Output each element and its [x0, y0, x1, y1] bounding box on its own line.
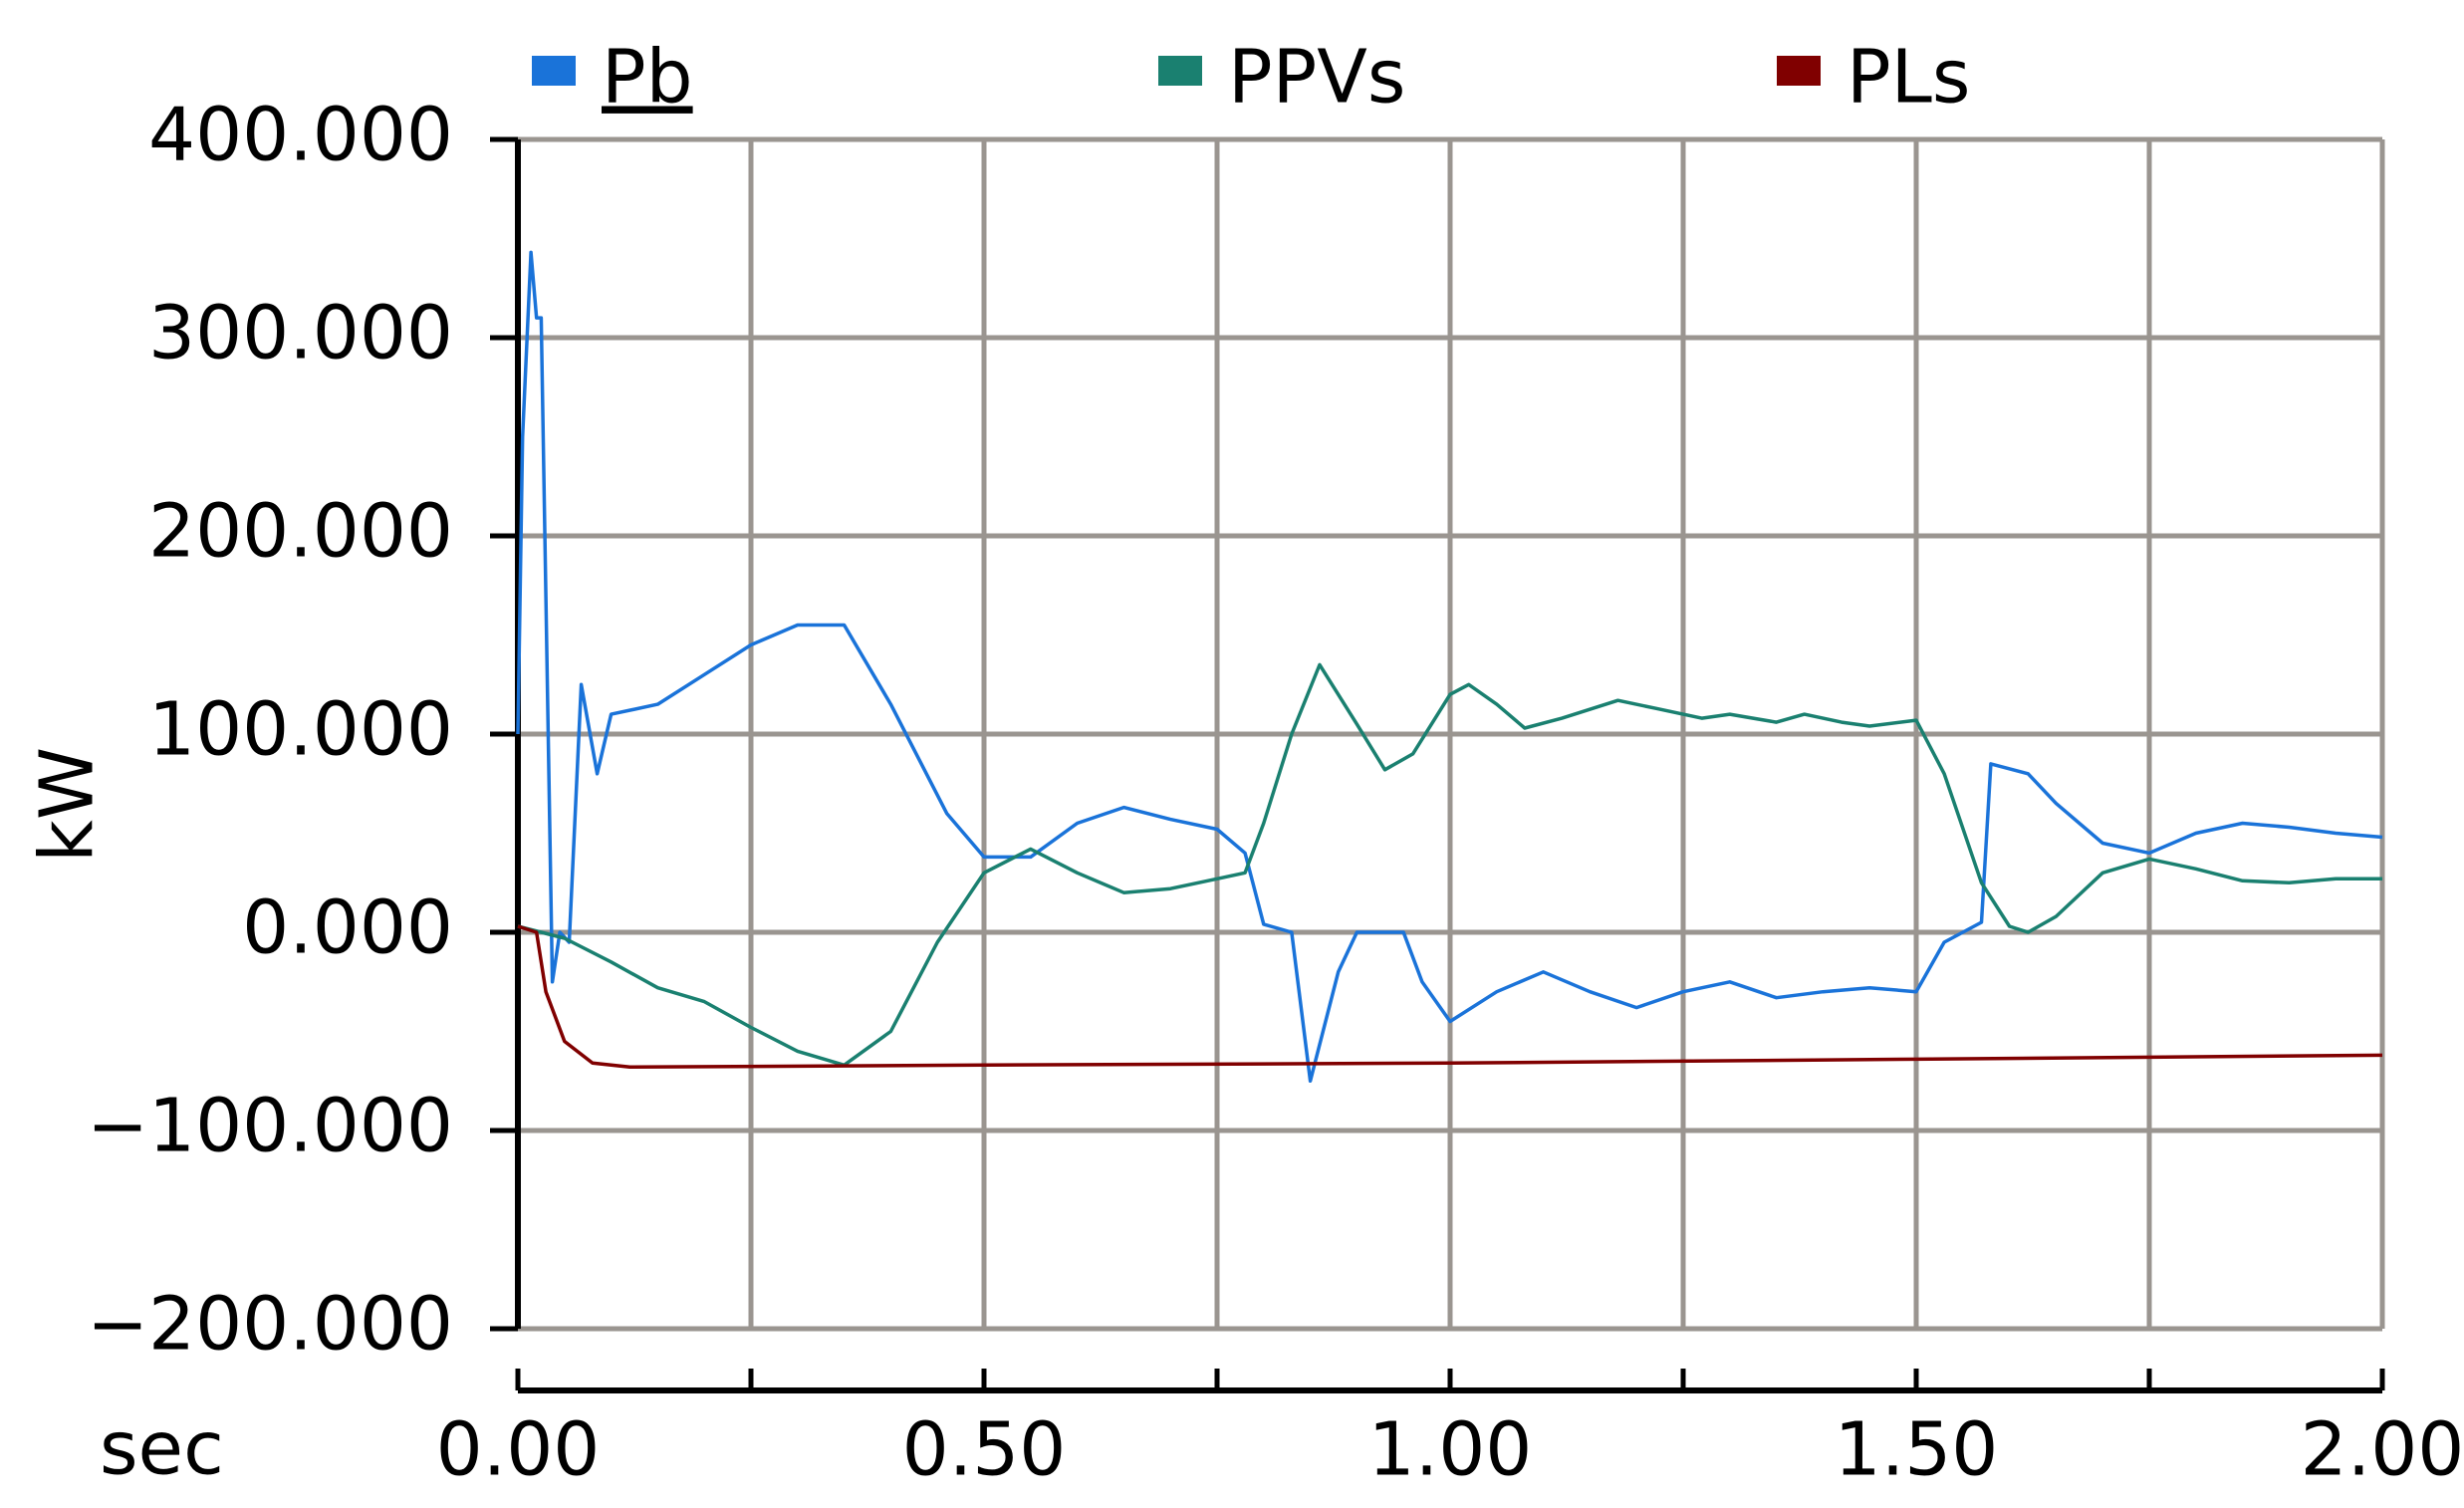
- x-tick-label: 0.00: [436, 1407, 601, 1493]
- legend-swatch: [1777, 56, 1821, 86]
- series-line: [517, 924, 2383, 1070]
- y-tick-label: −200.000: [87, 1282, 453, 1368]
- y-axis-label: kW: [25, 747, 111, 863]
- x-tick-label: 0.50: [902, 1407, 1067, 1493]
- y-tick-label: −100.000: [87, 1084, 453, 1169]
- x-tick-label: 1.00: [1368, 1407, 1533, 1493]
- legend-label: PLs: [1847, 35, 1970, 121]
- legend-swatch: [532, 56, 576, 86]
- legend-label: PPVs: [1228, 35, 1405, 121]
- y-tick-label: 300.000: [148, 291, 453, 377]
- x-tick-label: 2.00: [2301, 1407, 2464, 1493]
- series-line: [517, 662, 2382, 1068]
- y-tick-label: 0.000: [242, 885, 453, 971]
- y-tick-label: 400.000: [148, 93, 453, 178]
- legend-swatch: [1158, 56, 1202, 86]
- y-tick-label: 100.000: [148, 687, 453, 773]
- series-line: [516, 250, 2383, 1084]
- y-tick-label: 200.000: [148, 489, 453, 575]
- x-axis-label: sec: [100, 1406, 224, 1492]
- legend-label: Pb: [602, 35, 693, 121]
- x-tick-label: 1.50: [1835, 1407, 1999, 1493]
